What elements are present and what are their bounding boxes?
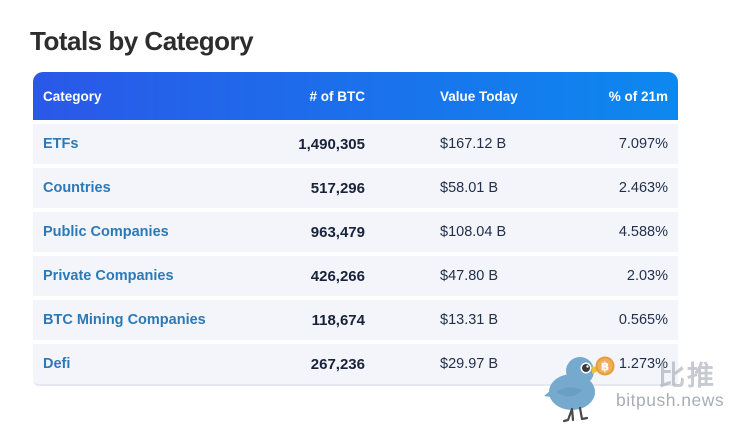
table-row: Defi 267,236 $29.97 B 1.273% [33,344,678,386]
btc-count: 426,266 [310,267,365,285]
table-row: Countries 517,296 $58.01 B 2.463% [33,168,678,208]
pct-of-21m: 7.097% [618,136,668,152]
table-row: Public Companies 963,479 $108.04 B 4.588… [33,212,678,252]
table-row: ETFs 1,490,305 $167.12 B 7.097% [33,124,678,164]
btc-count: 118,674 [311,311,365,329]
table-row: BTC Mining Companies 118,674 $13.31 B 0.… [33,300,678,340]
value-today: $167.12 B [440,136,507,152]
value-today: $29.97 B [440,356,499,372]
category-link[interactable]: Defi [43,356,71,372]
table-header-row: Category # of BTC Value Today % of 21m [33,72,678,120]
pct-of-21m: 2.463% [618,180,668,196]
column-header-btc: # of BTC [309,88,366,104]
pct-of-21m: 0.565% [618,312,668,328]
value-today: $108.04 B [440,224,507,240]
page-title: Totals by Category [30,26,254,56]
category-link[interactable]: ETFs [43,136,79,152]
pct-of-21m: 1.273% [618,356,668,372]
btc-count: 963,479 [310,223,365,241]
value-today: $58.01 B [440,180,499,196]
watermark-site-text: bitpush.news [616,390,725,410]
btc-count: 1,490,305 [298,135,365,153]
value-today: $13.31 B [440,312,499,328]
btc-count: 517,296 [310,179,365,197]
category-link[interactable]: Countries [43,180,111,196]
table-row: Private Companies 426,266 $47.80 B 2.03% [33,256,678,296]
category-link[interactable]: Private Companies [43,268,174,284]
btc-count: 267,236 [310,355,365,373]
column-header-value-today: Value Today [440,88,518,104]
column-header-pct-21m: % of 21m [608,88,668,104]
totals-by-category-table: Category # of BTC Value Today % of 21m E… [33,72,678,386]
pct-of-21m: 2.03% [626,268,668,284]
value-today: $47.80 B [440,268,499,284]
column-header-category: Category [43,88,102,104]
category-link[interactable]: BTC Mining Companies [43,312,206,328]
category-link[interactable]: Public Companies [43,224,169,240]
pct-of-21m: 4.588% [618,224,668,240]
